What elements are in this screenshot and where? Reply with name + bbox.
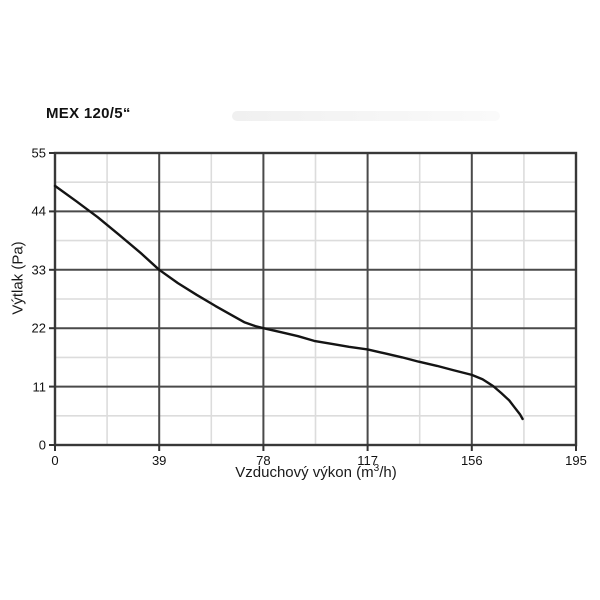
x-axis-title: Vzduchový výkon (m3/h): [235, 463, 397, 482]
y-tick-label: 55: [31, 145, 46, 161]
x-tick-label: 156: [460, 453, 483, 468]
scan-artifact: [232, 111, 500, 121]
x-axis-title-post: /h): [379, 464, 397, 481]
x-tick-label: 117: [357, 453, 378, 468]
y-tick-label: 11: [32, 379, 47, 395]
x-tick-label: 0: [51, 453, 59, 468]
performance-curve: [53, 184, 524, 421]
y-tick-label: 44: [31, 203, 46, 219]
x-tick-label: 39: [151, 453, 167, 468]
y-axis-title: Výtlak (Pa): [9, 241, 27, 315]
x-axis-title-sup: 3: [373, 463, 380, 474]
x-tick-label: 78: [256, 453, 271, 468]
y-tick-label: 0: [38, 437, 46, 453]
y-tick-label: 33: [31, 262, 46, 278]
x-tick-label: 195: [565, 453, 587, 468]
x-axis-title-pre: Vzduchový výkon (m: [235, 464, 374, 481]
chart-title: MEX 120/5“: [46, 105, 131, 122]
plot-border: [53, 151, 578, 447]
y-tick-label: 22: [31, 320, 46, 336]
